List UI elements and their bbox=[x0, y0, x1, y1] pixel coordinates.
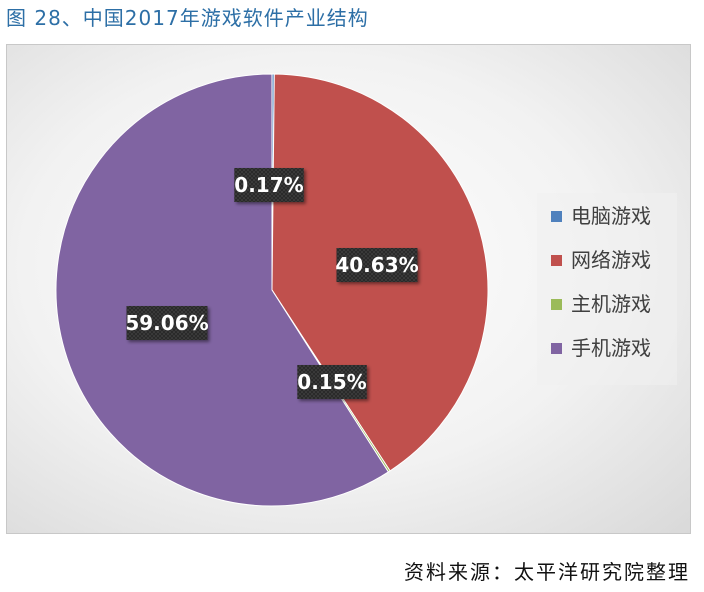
legend-label: 主机游戏 bbox=[571, 292, 651, 316]
legend-item-mobile-game: 手机游戏 bbox=[551, 336, 651, 360]
figure-title: 图 28、中国2017年游戏软件产业结构 bbox=[6, 6, 369, 30]
data-label-value: 40.63% bbox=[335, 253, 418, 277]
pie-slices bbox=[55, 73, 489, 507]
legend-swatch bbox=[551, 299, 562, 310]
legend-label: 网络游戏 bbox=[571, 248, 651, 272]
chart-area: 0.17% 40.63% 0.15% 59.06% 电脑游戏网络游戏主机游戏手机游戏 bbox=[6, 44, 691, 534]
legend-swatch bbox=[551, 211, 562, 222]
data-label-online-game: 40.63% bbox=[335, 248, 419, 282]
data-label-value: 0.17% bbox=[234, 173, 303, 197]
legend-swatch bbox=[551, 343, 562, 354]
legend-swatch bbox=[551, 255, 562, 266]
data-label-value: 59.06% bbox=[125, 311, 208, 335]
data-label-box bbox=[126, 306, 208, 340]
legend-label: 手机游戏 bbox=[571, 336, 651, 360]
data-label-console-game: 0.15% bbox=[297, 365, 367, 399]
data-label-value: 0.15% bbox=[297, 370, 366, 394]
legend-item-console-game: 主机游戏 bbox=[551, 292, 651, 316]
source-note: 资料来源：太平洋研究院整理 bbox=[404, 560, 690, 584]
legend-label: 电脑游戏 bbox=[571, 204, 651, 228]
data-label-box bbox=[234, 168, 304, 202]
data-labels: 0.17% 40.63% 0.15% 59.06% bbox=[125, 168, 419, 399]
data-label-pc-game: 0.17% bbox=[234, 168, 304, 202]
data-label-box bbox=[336, 248, 418, 282]
legend-item-online-game: 网络游戏 bbox=[551, 248, 651, 272]
data-label-mobile-game: 59.06% bbox=[125, 306, 209, 340]
data-label-box bbox=[297, 365, 367, 399]
legend-item-pc-game: 电脑游戏 bbox=[551, 204, 651, 228]
